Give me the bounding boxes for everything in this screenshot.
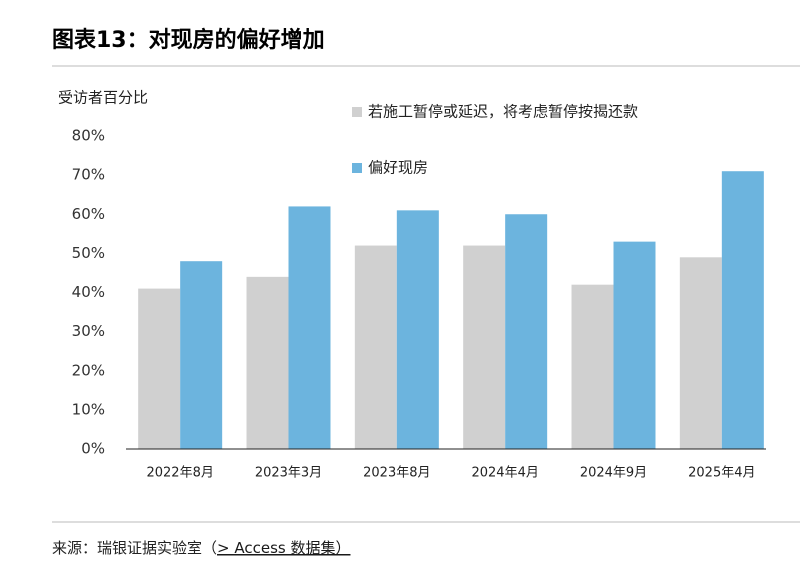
x-tick-label: 2024年9月	[580, 466, 647, 481]
bar	[138, 288, 181, 449]
bar	[463, 245, 506, 449]
bar	[288, 206, 331, 449]
y-tick-label: 30%	[72, 322, 105, 340]
y-axis-label: 受访者百分比	[58, 89, 148, 107]
bar	[613, 241, 656, 449]
bar	[396, 210, 439, 449]
y-tick-label: 50%	[72, 244, 105, 262]
y-tick-label: 10%	[72, 400, 105, 418]
bar	[354, 245, 397, 449]
y-tick-label: 70%	[72, 166, 105, 184]
x-tick-label: 2024年4月	[471, 466, 538, 481]
bar	[246, 276, 289, 449]
legend-label: 偏好现房	[368, 159, 428, 177]
x-tick-label: 2023年8月	[363, 466, 430, 481]
x-tick-label: 2025年4月	[688, 466, 755, 481]
y-tick-label: 40%	[72, 283, 105, 301]
bar	[180, 261, 223, 449]
x-tick-label: 2023年3月	[255, 466, 322, 481]
source-text: 来源：瑞银证据实验室（	[52, 539, 217, 557]
bar	[505, 214, 548, 449]
y-tick-label: 20%	[72, 361, 105, 379]
legend-swatch	[352, 107, 362, 117]
bar	[721, 171, 764, 449]
x-tick-label: 2022年8月	[146, 466, 213, 481]
legend-label: 若施工暂停或延迟，将考虑暂停按揭还款	[368, 103, 638, 121]
y-tick-label: 0%	[81, 440, 105, 458]
chart-title: 图表13：对现房的偏好增加	[52, 27, 325, 53]
bar	[679, 257, 722, 449]
bar	[571, 284, 614, 449]
source-link[interactable]: > Access 数据集）	[217, 539, 350, 557]
y-tick-label: 60%	[72, 205, 105, 223]
y-tick-label: 80%	[72, 127, 105, 145]
source: 来源：瑞银证据实验室（> Access 数据集）	[52, 539, 350, 557]
legend-swatch	[352, 163, 362, 173]
